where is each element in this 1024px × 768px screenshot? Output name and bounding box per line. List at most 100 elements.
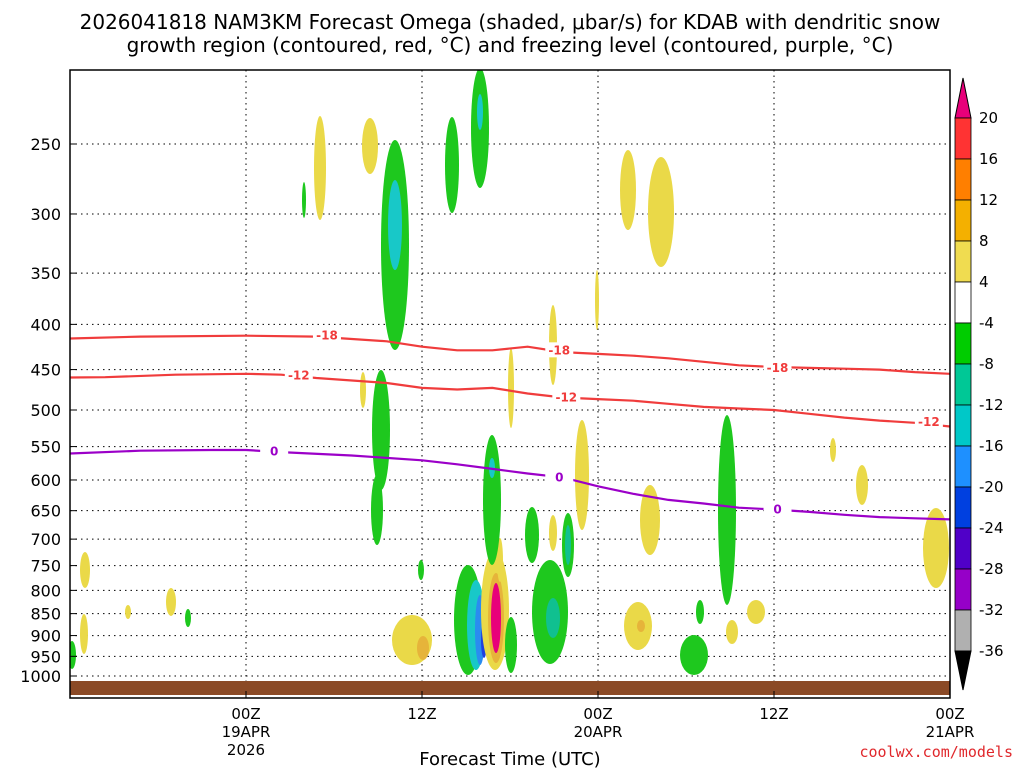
colorbar-segment — [954, 527, 972, 570]
omega-shade-blob — [80, 614, 88, 654]
x-tick-label: 12Z — [759, 705, 788, 723]
omega-shade-blob — [362, 118, 378, 174]
omega-shade-blob — [565, 525, 571, 565]
contour-label-bg — [545, 469, 574, 485]
colorbar-label: 16 — [979, 150, 998, 168]
colorbar-label: -4 — [979, 314, 994, 332]
omega-shade-blob — [680, 635, 708, 675]
y-tick-label: 900 — [30, 627, 61, 646]
omega-shade-blob — [637, 620, 645, 632]
chart-title-line2: growth region (contoured, red, °C) and f… — [127, 33, 894, 57]
contour-label-bg — [312, 327, 341, 343]
credit-link[interactable]: coolwx.com/models — [859, 743, 1013, 761]
contour-label-0: 0 — [773, 503, 781, 517]
y-tick-label: 450 — [30, 361, 61, 380]
colorbar-segment — [954, 240, 972, 283]
omega-shade-blob — [372, 370, 390, 490]
y-tick-label: 600 — [30, 471, 61, 490]
omega-shade-blob — [417, 636, 429, 660]
omega-shade-blob — [497, 538, 503, 582]
colorbar-label: 4 — [979, 273, 989, 291]
omega-shade-blob — [575, 420, 589, 530]
contour-label-bg — [545, 342, 574, 358]
y-tick-label: 250 — [30, 135, 61, 154]
omega-shade-blob — [505, 617, 517, 673]
contour-label-bg — [552, 389, 581, 405]
omega-shade-blob — [620, 150, 636, 230]
contour-label--18: -18 — [767, 361, 789, 375]
contour-label-bg — [914, 414, 943, 430]
chart-title-line1: 2026041818 NAM3KM Forecast Omega (shaded… — [80, 10, 941, 34]
colorbar-segment — [954, 609, 972, 652]
x-tick-label: 19APR — [222, 723, 271, 741]
contour-label--12: -12 — [288, 368, 310, 382]
x-tick-label: 00Z — [935, 705, 964, 723]
colorbar-label: -28 — [979, 560, 1004, 578]
x-tick-label: 00Z — [231, 705, 260, 723]
omega-shade-blob — [830, 438, 836, 462]
y-tick-label: 650 — [30, 502, 61, 521]
omega-shade-blob — [549, 515, 557, 551]
colorbar-segment — [954, 117, 972, 160]
colorbar-segment — [954, 404, 972, 447]
omega-shade-blob — [388, 180, 402, 270]
omega-shade-blob — [314, 116, 326, 220]
y-tick-label: 850 — [30, 605, 61, 624]
colorbar-segment — [954, 363, 972, 406]
omega-shade-blob — [508, 348, 514, 428]
contour-line-0 — [70, 448, 950, 521]
contour-label--12: -12 — [918, 415, 940, 429]
colorbar-label: 8 — [979, 232, 989, 250]
colorbar-segment — [954, 77, 972, 119]
colorbar-segment — [954, 158, 972, 201]
colorbar-label: -16 — [979, 437, 1004, 455]
y-tick-label: 750 — [30, 557, 61, 576]
temperature-contours: -18 -18 -18 -12 -12 -12 0 0 0 — [70, 327, 950, 521]
omega-shade-blob — [726, 620, 738, 644]
omega-shade-blob — [418, 560, 424, 580]
contour-label--12: -12 — [555, 391, 577, 405]
omega-shade-blob — [360, 372, 366, 408]
colorbar: 20 16 12 8 4 -4 -8 -12 -16 -20 -24 -28 -32 -36 — [954, 77, 1004, 691]
omega-shade-blob — [856, 465, 868, 505]
y-tick-label: 950 — [30, 647, 61, 666]
omega-shade-blob — [80, 552, 90, 588]
omega-shade-blob — [640, 485, 660, 555]
y-tick-label: 700 — [30, 530, 61, 549]
omega-shade-blob — [718, 415, 736, 605]
x-axis-label: Forecast Time (UTC) — [419, 749, 600, 768]
contour-label-bg — [763, 501, 792, 517]
y-tick-label: 550 — [30, 438, 61, 457]
colorbar-segment — [954, 199, 972, 242]
omega-shade-blob — [525, 507, 539, 563]
omega-shade-blob — [477, 94, 483, 130]
omega-shade-blob — [125, 605, 131, 619]
colorbar-label: -12 — [979, 396, 1004, 414]
omega-shade-blob — [747, 600, 765, 624]
contour-label--18: -18 — [548, 343, 570, 357]
contour-label-0: 0 — [270, 444, 278, 458]
contour-label-bg — [284, 367, 313, 383]
colorbar-label: -32 — [979, 601, 1004, 619]
contour-label-bg — [763, 359, 792, 375]
contour-label-bg — [260, 443, 289, 459]
colorbar-segment — [954, 486, 972, 529]
colorbar-label: -20 — [979, 478, 1004, 496]
colorbar-label: -8 — [979, 355, 994, 373]
colorbar-label: -24 — [979, 519, 1004, 537]
x-tick-label: 20APR — [574, 723, 623, 741]
omega-shade-blob — [445, 117, 459, 213]
omega-shade-blob — [595, 270, 599, 330]
omega-shade-blob — [696, 600, 704, 624]
colorbar-segment — [954, 445, 972, 488]
colorbar-label: 12 — [979, 191, 998, 209]
x-tick-label: 12Z — [407, 705, 436, 723]
omega-shade-blob — [923, 508, 949, 588]
plot-frame — [69, 69, 951, 699]
omega-shade-blob — [546, 598, 560, 638]
y-tick-label: 1000 — [20, 667, 61, 686]
y-tick-label: 350 — [30, 264, 61, 283]
omega-shade-blob — [483, 435, 501, 565]
